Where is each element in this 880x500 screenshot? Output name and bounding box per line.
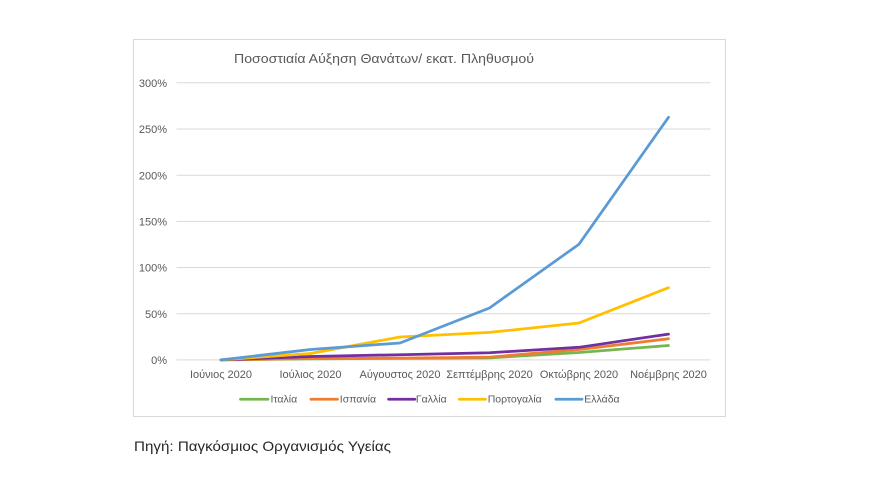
- svg-text:100%: 100%: [139, 263, 167, 275]
- svg-text:300%: 300%: [139, 78, 167, 90]
- svg-text:Ιούνιος 2020: Ιούνιος 2020: [190, 369, 252, 381]
- svg-text:200%: 200%: [139, 170, 167, 182]
- svg-text:Πηγή: Παγκόσμιος Οργανισμός Υγ: Πηγή: Παγκόσμιος Οργανισμός Υγείας: [134, 438, 391, 454]
- svg-text:Ελλάδα: Ελλάδα: [584, 394, 619, 406]
- svg-text:Ιούλιος 2020: Ιούλιος 2020: [279, 369, 341, 381]
- svg-text:Σεπτέμβρης 2020: Σεπτέμβρης 2020: [446, 369, 532, 381]
- svg-text:Αύγουστος 2020: Αύγουστος 2020: [360, 369, 441, 381]
- svg-text:Γαλλία: Γαλλία: [416, 394, 447, 406]
- svg-text:Οκτώβρης 2020: Οκτώβρης 2020: [540, 369, 618, 381]
- svg-text:Πορτογαλία: Πορτογαλία: [488, 394, 542, 406]
- svg-text:Ποσοστιαία Αύξηση Θανάτων/ εκα: Ποσοστιαία Αύξηση Θανάτων/ εκατ. Πληθυσμ…: [234, 52, 534, 66]
- svg-text:0%: 0%: [151, 355, 167, 367]
- svg-text:250%: 250%: [139, 124, 167, 136]
- svg-text:50%: 50%: [145, 309, 167, 321]
- svg-text:Ιταλία: Ιταλία: [271, 394, 298, 406]
- svg-text:Νοέμβρης 2020: Νοέμβρης 2020: [630, 369, 707, 381]
- svg-text:150%: 150%: [139, 217, 167, 229]
- svg-text:Ισπανία: Ισπανία: [340, 394, 376, 406]
